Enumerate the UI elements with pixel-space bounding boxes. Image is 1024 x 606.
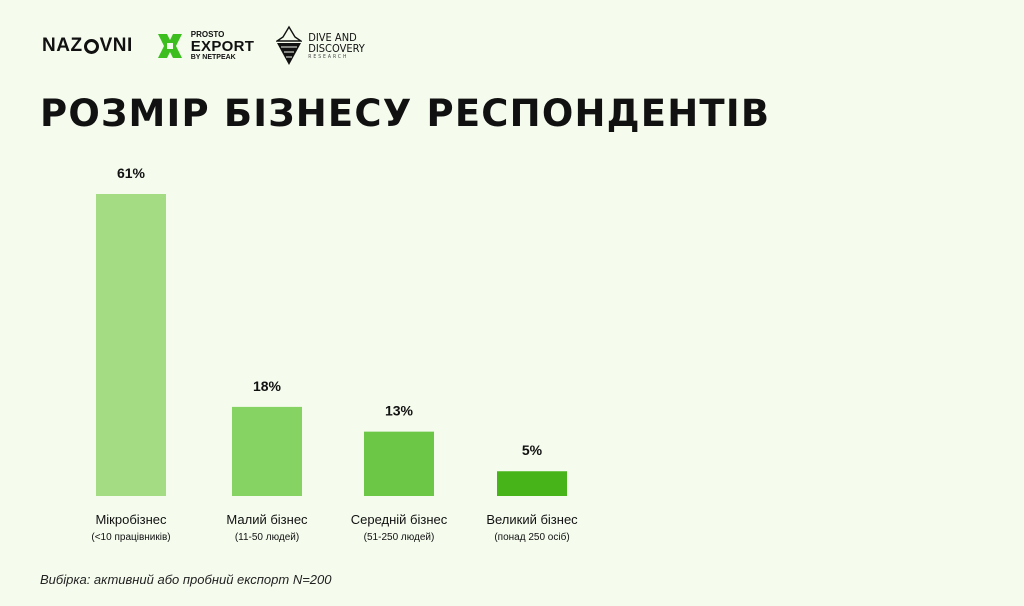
logo-bar: NAZ VNI PROSTO EXPORT BY NETPEAK DIVE AND… — [42, 24, 365, 68]
nazovni-logo: NAZ VNI — [42, 35, 133, 57]
bar-3 — [364, 431, 434, 496]
dive-discovery-logo: DIVE AND DISCOVERY RESEARCH — [276, 25, 365, 67]
nazovni-logo-text-end: VNI — [99, 35, 133, 56]
category-label-2: Малий бізнес — [226, 512, 308, 527]
prosto-export-logo: PROSTO EXPORT BY NETPEAK — [155, 31, 254, 61]
category-label-4: Великий бізнес — [486, 512, 578, 527]
category-sublabel-1: (<10 працівників) — [91, 532, 170, 543]
data-label-2: 18% — [253, 378, 282, 394]
bar-1 — [96, 194, 166, 496]
category-label-3: Середній бізнес — [351, 512, 448, 527]
dive-logo-line2: DISCOVERY — [308, 42, 365, 56]
dive-logo-line3: RESEARCH — [308, 53, 349, 60]
data-label-4: 5% — [522, 442, 543, 458]
iceberg-icon — [276, 25, 303, 65]
page-title: РОЗМІР БІЗНЕСУ РЕСПОНДЕНТІВ — [40, 92, 771, 135]
bar-4 — [497, 471, 567, 496]
nazovni-o-icon — [83, 38, 99, 54]
prosto-export-cross-icon — [157, 34, 182, 58]
sample-note: Вибірка: активний або пробний експорт N=… — [40, 572, 332, 587]
nazovni-logo-text-start: NAZ — [42, 35, 83, 56]
bar-2 — [232, 406, 302, 496]
prosto-logo-line1: PROSTO — [190, 30, 225, 39]
dive-logo-line1: DIVE AND — [308, 30, 357, 44]
data-label-3: 13% — [385, 403, 414, 419]
category-sublabel-3: (51-250 людей) — [364, 532, 435, 543]
category-label-1: Мікробізнес — [95, 512, 167, 527]
category-sublabel-2: (11-50 людей) — [235, 532, 299, 543]
prosto-logo-line3: BY NETPEAK — [190, 54, 236, 61]
data-label-1: 61% — [117, 165, 146, 181]
category-sublabel-4: (понад 250 осіб) — [494, 531, 569, 543]
prosto-logo-line2: EXPORT — [190, 38, 255, 55]
